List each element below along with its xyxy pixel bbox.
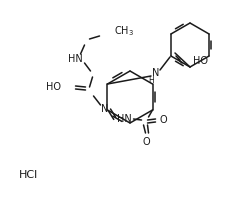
Text: H: H [148,75,154,85]
Text: N: N [152,68,160,78]
Text: HCl: HCl [18,170,38,180]
Text: HN: HN [68,54,83,64]
Text: HO: HO [193,56,208,66]
Text: O: O [160,115,167,125]
Text: CH$_3$: CH$_3$ [114,24,134,38]
Text: HN: HN [117,114,132,124]
Text: O: O [143,137,150,147]
Text: HO: HO [46,82,60,92]
Text: N: N [101,104,108,114]
